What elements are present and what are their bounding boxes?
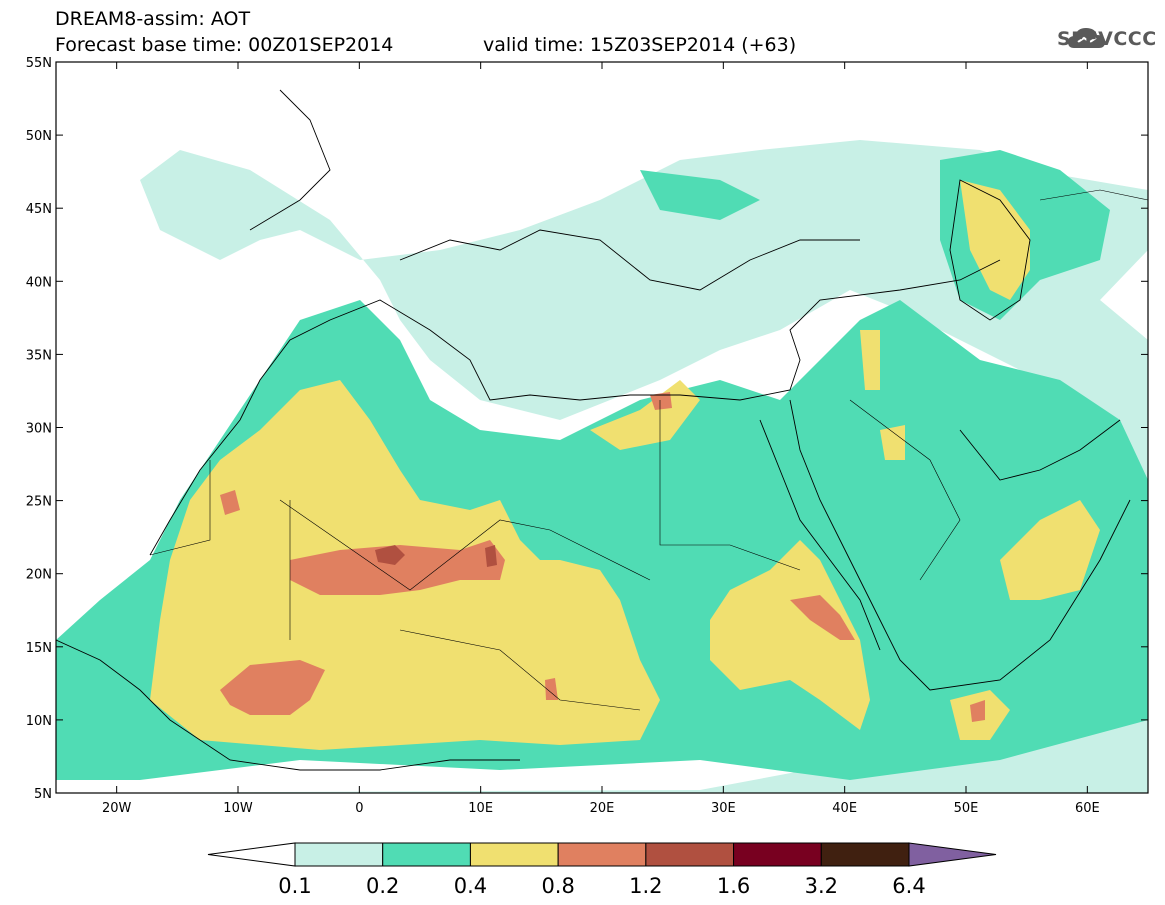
lon-axis: 20W 10W 0 10E 20E 30E 40E 50E 60E	[102, 62, 1100, 816]
colorbar-label: 1.2	[629, 874, 662, 898]
lon-tick-label: 20E	[590, 801, 615, 816]
aot-band-1.2	[375, 545, 405, 565]
cloud-logo-icon	[1068, 28, 1105, 48]
lon-tick-label: 10E	[468, 801, 493, 816]
lat-tick-label: 25N	[26, 495, 52, 510]
lon-tick-label: 50E	[954, 801, 979, 816]
colorbar-label: 0.4	[454, 874, 487, 898]
lat-tick-label: 30N	[26, 422, 52, 437]
lon-tick-label: 0	[355, 801, 363, 816]
lat-tick-label: 35N	[26, 348, 52, 363]
valid-time: valid time: 15Z03SEP2014 (+63)	[483, 34, 797, 56]
lat-axis: 55N 50N 45N 40N 35N 30N 25N 20N 15N 10N 5N	[26, 56, 1148, 802]
colorbar-under-arrow	[207, 842, 296, 867]
colorbar-over-arrow	[908, 842, 997, 867]
colorbar-label: 3.2	[805, 874, 838, 898]
lon-tick-label: 20W	[102, 801, 132, 816]
colorbar-label: 0.8	[541, 874, 574, 898]
colorbar-box	[294, 842, 384, 867]
colorbar-label: 1.6	[717, 874, 750, 898]
colorbar-box	[820, 842, 910, 867]
lat-tick-label: 20N	[26, 568, 52, 583]
colorbar-box	[382, 842, 471, 867]
colorbar: 0.1 0.2 0.4 0.8 1.2 1.6 3.2 6.4	[207, 842, 997, 898]
lon-tick-label: 40E	[832, 801, 857, 816]
map-title: DREAM8-assim: AOT	[55, 8, 251, 30]
colorbar-box	[645, 842, 735, 867]
lat-tick-label: 15N	[26, 641, 52, 656]
lat-tick-label: 45N	[26, 202, 52, 217]
lat-tick-label: 50N	[26, 129, 52, 144]
lat-tick-label: 55N	[26, 56, 52, 71]
lon-tick-label: 10W	[223, 801, 253, 816]
lat-tick-label: 10N	[26, 714, 52, 729]
colorbar-label: 0.1	[278, 874, 311, 898]
logo-text: SEEVCCC	[1057, 28, 1157, 50]
colorbar-label: 0.2	[366, 874, 399, 898]
colorbar-box	[557, 842, 647, 867]
aot-field	[56, 62, 1148, 793]
aot-band-0.8	[290, 540, 505, 595]
lon-tick-label: 30E	[711, 801, 736, 816]
colorbar-box	[733, 842, 822, 867]
lon-tick-label: 60E	[1075, 801, 1100, 816]
colorbar-box	[469, 842, 559, 867]
forecast-base-time: Forecast base time: 00Z01SEP2014	[55, 34, 394, 56]
coastlines	[56, 89, 1131, 771]
lat-tick-label: 40N	[26, 275, 52, 290]
colorbar-label: 6.4	[892, 874, 925, 898]
borders	[149, 189, 1148, 711]
lat-tick-label: 5N	[34, 787, 52, 802]
